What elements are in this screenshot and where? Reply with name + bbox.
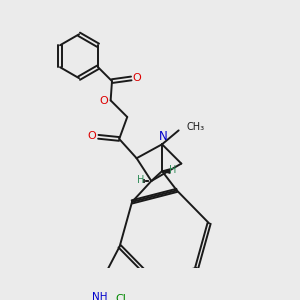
Polygon shape xyxy=(162,169,170,173)
Text: N: N xyxy=(159,130,168,143)
Text: O: O xyxy=(99,96,108,106)
Text: O: O xyxy=(133,73,142,83)
Text: Cl: Cl xyxy=(116,294,126,300)
Text: CH₃: CH₃ xyxy=(186,122,204,132)
Text: H: H xyxy=(137,176,145,185)
Text: O: O xyxy=(87,131,96,141)
Text: H: H xyxy=(169,165,176,175)
Text: NH: NH xyxy=(92,292,107,300)
